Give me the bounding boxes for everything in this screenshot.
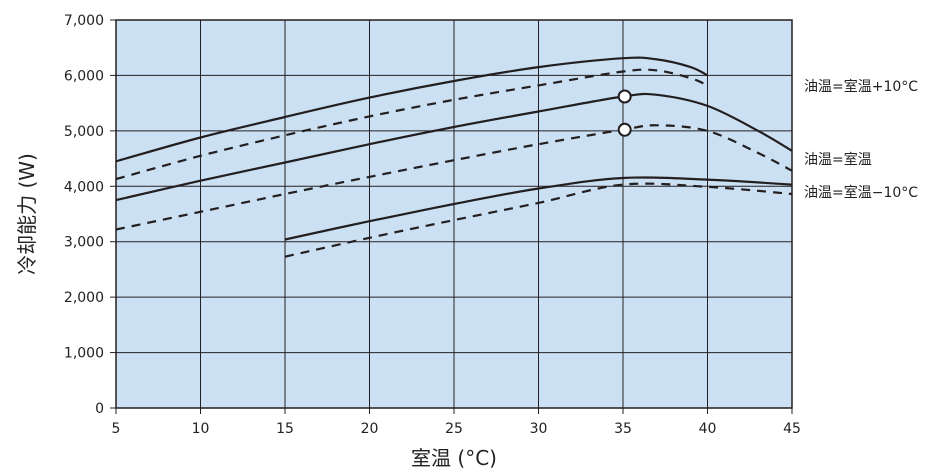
series-line-6-dashed	[284, 182, 793, 258]
series-line-5-solid	[284, 176, 793, 241]
y-tick-label: 4,000	[64, 179, 104, 195]
y-tick-label: 3,000	[64, 235, 104, 251]
y-tick-label: 1,000	[64, 346, 104, 362]
y-tick-label: 7,000	[64, 13, 104, 29]
series-label: 油温=室温−10°C	[804, 184, 918, 201]
y-axis-title: 冷却能力 (W)	[15, 153, 39, 275]
markers	[617, 89, 632, 137]
x-tick-label: 35	[614, 421, 632, 437]
series-line-4-dashed	[115, 124, 793, 231]
x-tick-label: 40	[699, 421, 717, 437]
rated-point-marker	[617, 122, 632, 137]
x-tick-label: 15	[276, 421, 294, 437]
series-lines	[115, 56, 793, 258]
x-tick-labels: 5 10 15 20 25 30 35 40 45	[112, 421, 801, 437]
x-tick-label: 45	[783, 421, 801, 437]
y-tick-label: 2,000	[64, 290, 104, 306]
y-tick-labels: 0 1,000 2,000 3,000 4,000 5,000 6,000 7,000	[64, 13, 104, 417]
series-label: 油温=室温	[804, 151, 872, 168]
series-label: 油温=室温+10°C	[804, 78, 918, 95]
y-tick-label: 6,000	[64, 68, 104, 84]
x-tick-label: 20	[361, 421, 379, 437]
y-tick-label: 5,000	[64, 124, 104, 140]
plot-frame	[115, 19, 793, 409]
x-axis-title: 室温 (°C)	[411, 446, 497, 470]
series-line-2-dashed	[115, 68, 708, 181]
rated-point-marker	[617, 89, 632, 104]
x-tick-label: 30	[530, 421, 548, 437]
series-line-1-solid	[115, 56, 709, 163]
x-tick-label: 10	[192, 421, 210, 437]
series-line-3-solid	[115, 92, 793, 202]
x-tick-label: 25	[445, 421, 463, 437]
x-tick-label: 5	[112, 421, 121, 437]
y-tick-label: 0	[95, 401, 104, 417]
